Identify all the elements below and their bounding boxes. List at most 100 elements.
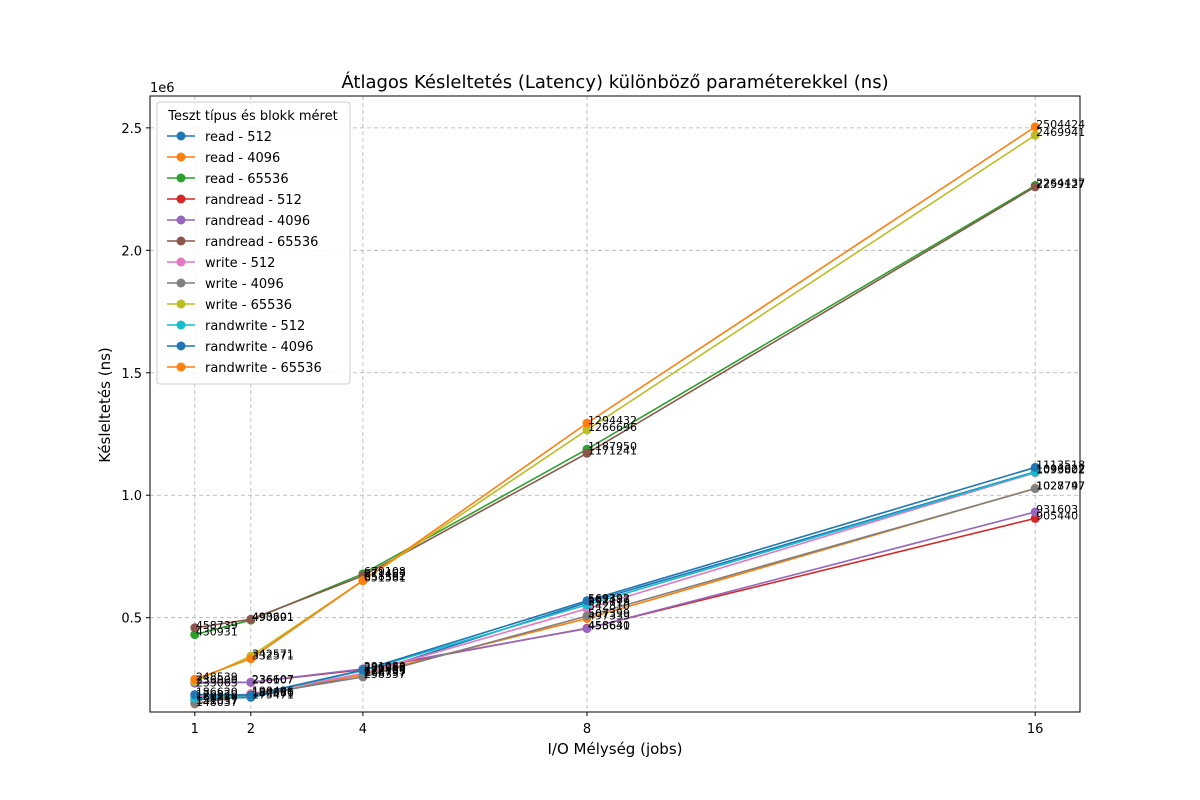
data-point (582, 418, 592, 428)
legend-entry: randwrite - 512 (205, 319, 305, 334)
legend-swatch-marker (176, 236, 186, 246)
data-label: 233063 (196, 677, 238, 690)
y-axis-label: Késleltetés (ns) (96, 347, 114, 463)
legend-entry: randread - 512 (205, 193, 302, 208)
y-tick-label: 1.5 (121, 367, 142, 382)
data-point (1030, 462, 1040, 472)
series-lines (190, 122, 1040, 709)
data-label: 1113518 (1036, 458, 1085, 471)
legend-entry: write - 65536 (205, 298, 292, 313)
data-label: 148037 (196, 696, 238, 709)
data-point (358, 672, 368, 682)
data-label: 1266696 (588, 421, 637, 434)
legend-entry: read - 4096 (205, 151, 280, 166)
data-point (246, 614, 256, 624)
legend-entry: randread - 4096 (205, 214, 310, 229)
data-point (358, 665, 368, 675)
data-label: 151037 (196, 694, 238, 707)
legend-swatch-marker (176, 362, 186, 372)
data-point (1030, 130, 1040, 140)
data-label: 190496 (252, 685, 294, 698)
data-label: 1027797 (1036, 480, 1085, 493)
data-label: 1294432 (588, 414, 637, 427)
x-tick-label: 8 (583, 722, 591, 737)
data-label: 458640 (588, 619, 630, 632)
legend-entry: write - 4096 (205, 277, 284, 292)
data-label: 1096022 (1036, 463, 1085, 476)
data-point (582, 448, 592, 458)
data-label: 184396 (252, 686, 294, 699)
data-label: 542810 (588, 600, 630, 613)
y-offset-label: 1e6 (150, 81, 175, 96)
series-line (194, 466, 1036, 696)
data-label: 279588 (364, 663, 406, 676)
legend-swatch-marker (176, 194, 186, 204)
data-label: 186620 (196, 686, 238, 699)
data-point (582, 611, 592, 621)
data-label: 258357 (364, 668, 406, 681)
data-label: 651581 (364, 572, 406, 585)
data-label: 175471 (252, 688, 294, 701)
data-label: 1028747 (1036, 479, 1085, 492)
plot-frame (149, 95, 1081, 713)
data-label: 905440 (1036, 509, 1078, 522)
data-point (1030, 182, 1040, 192)
data-point (358, 576, 368, 586)
data-point (582, 425, 592, 435)
data-label: 266797 (364, 666, 406, 679)
legend-swatch-marker (176, 173, 186, 183)
data-point (190, 674, 200, 684)
legend-entry: randread - 65536 (205, 235, 318, 250)
data-label: 248539 (196, 670, 238, 683)
data-label: 332571 (252, 650, 294, 663)
data-label: 562487 (588, 594, 630, 607)
chart-title: Átlagos Késleltetés (Latency) különböző … (341, 71, 888, 93)
series-line (194, 470, 1036, 701)
data-label: 569392 (588, 592, 630, 605)
data-label: 2259127 (1036, 178, 1085, 191)
legend-swatch-marker (176, 131, 186, 141)
data-label: 182461 (252, 687, 294, 700)
legend-entry: randwrite - 4096 (205, 340, 314, 355)
data-label: 272133 (364, 665, 406, 678)
y-tick-label: 0.5 (121, 612, 142, 627)
data-point (246, 690, 256, 700)
data-point (190, 630, 200, 640)
legend-entry: read - 65536 (205, 172, 289, 187)
data-label: 236000 (196, 673, 238, 686)
data-point (582, 596, 592, 606)
data-label: 166526 (196, 691, 238, 704)
data-point (190, 690, 200, 700)
legend: Teszt típus és blokk méret read - 512 read… (156, 101, 351, 385)
data-point (246, 654, 256, 664)
data-label: 236107 (252, 673, 294, 686)
data-point (582, 624, 592, 634)
data-point (246, 677, 256, 687)
data-label: 1171241 (588, 444, 637, 457)
series-randread-65536 (190, 182, 1040, 633)
data-label: 286268 (364, 661, 406, 674)
x-tick-label: 4 (359, 722, 367, 737)
data-label: 490291 (252, 611, 294, 624)
legend-swatch-marker (176, 320, 186, 330)
data-label: 342571 (252, 647, 294, 660)
data-label: 430931 (196, 626, 238, 639)
series-randwrite-512 (190, 467, 1040, 703)
data-label: 1187950 (588, 440, 637, 453)
data-label: 1093802 (1036, 464, 1085, 477)
data-label: 658362 (364, 570, 406, 583)
data-label: 2264437 (1036, 177, 1085, 190)
legend-title: Teszt típus és blokk méret (167, 109, 337, 124)
x-tick-label: 16 (1027, 722, 1044, 737)
x-tick-label: 1 (191, 722, 199, 737)
data-point (190, 623, 200, 633)
data-point (1030, 122, 1040, 132)
data-label: 679108 (364, 565, 406, 578)
data-label: 236607 (252, 673, 294, 686)
legend-swatch-marker (176, 278, 186, 288)
series-randwrite-4096 (190, 462, 1040, 700)
legend-swatch-marker (176, 299, 186, 309)
legend-entry: write - 512 (205, 256, 275, 271)
